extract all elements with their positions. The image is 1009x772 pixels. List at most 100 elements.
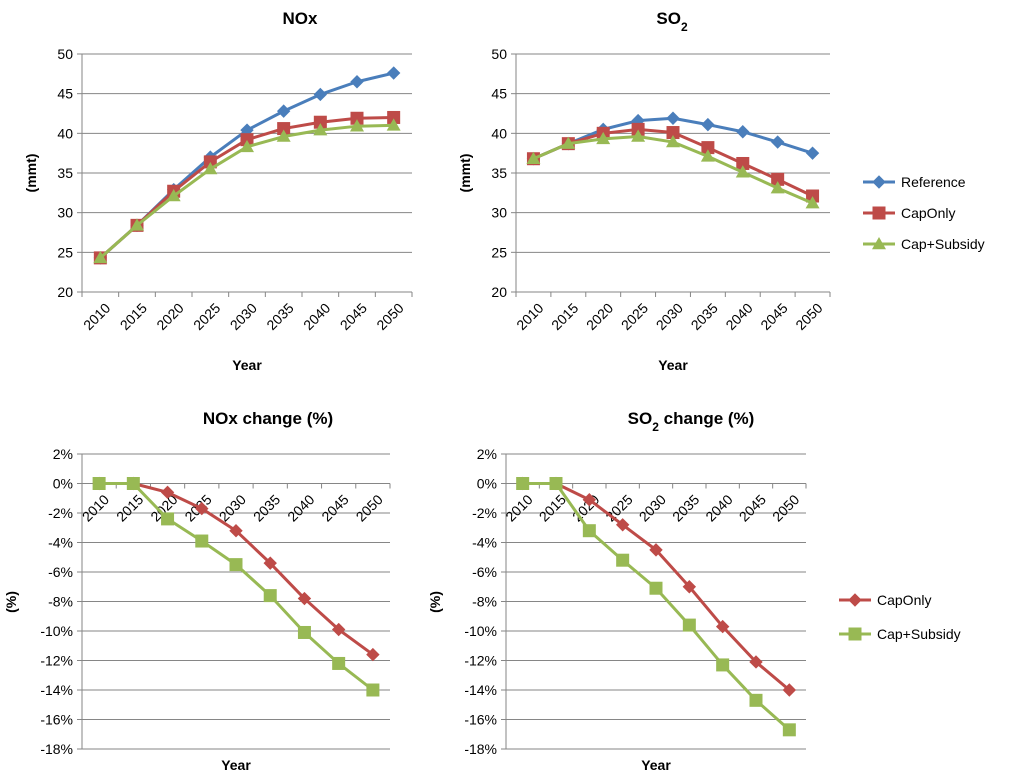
y-tick-label: -8% xyxy=(472,594,497,610)
data-point xyxy=(161,512,175,526)
legend: Reference CapOnly Cap+Subsidy xyxy=(863,174,985,252)
y-tick-label: 0% xyxy=(477,476,497,492)
y-tick-label: 40 xyxy=(57,125,73,141)
y-tick-label: 25 xyxy=(491,244,507,260)
data-point xyxy=(313,115,327,129)
data-point xyxy=(782,683,797,697)
data-point xyxy=(276,129,291,142)
data-point xyxy=(366,683,380,697)
x-tick-label: 2030 xyxy=(636,491,669,524)
y-tick-label: 20 xyxy=(491,284,507,300)
x-tick-label: 2035 xyxy=(669,491,702,524)
x-tick-label: 2015 xyxy=(113,491,146,524)
data-point xyxy=(682,580,697,594)
x-tick-label: 2045 xyxy=(337,300,370,333)
data-point xyxy=(240,133,254,147)
data-point xyxy=(749,693,763,707)
legend-marker xyxy=(848,627,862,641)
data-point xyxy=(203,155,217,169)
legend-marker xyxy=(872,237,886,250)
data-point xyxy=(649,543,663,557)
legend-label: Reference xyxy=(901,174,966,190)
data-point xyxy=(596,131,611,145)
x-tick-label: 2030 xyxy=(653,300,686,333)
data-point xyxy=(277,122,291,136)
data-point xyxy=(263,589,277,603)
y-tick-label: 45 xyxy=(491,86,507,102)
data-point xyxy=(615,518,630,532)
data-point xyxy=(240,139,254,153)
chart-title: NOx xyxy=(283,9,319,28)
data-point xyxy=(736,125,750,139)
data-point xyxy=(313,123,328,136)
x-tick-label: 2030 xyxy=(227,300,260,333)
data-point xyxy=(93,250,108,264)
chart-title: SO2 xyxy=(656,9,688,34)
x-tick-label: 2025 xyxy=(618,300,651,333)
data-point xyxy=(516,477,530,490)
data-point xyxy=(716,658,730,672)
data-point xyxy=(701,117,715,132)
data-point xyxy=(631,129,646,142)
x-tick-label: 2035 xyxy=(250,491,283,524)
y-tick-label: 50 xyxy=(491,46,507,62)
data-point xyxy=(805,196,820,209)
data-point xyxy=(297,625,311,639)
x-tick-label: 2020 xyxy=(583,300,616,333)
x-tick-label: 2020 xyxy=(153,300,186,333)
data-point xyxy=(160,485,175,500)
x-axis-title: Year xyxy=(641,757,671,772)
data-point xyxy=(561,136,576,149)
chart-title: SO2 change (%) xyxy=(628,409,755,434)
y-tick-label: -12% xyxy=(40,653,73,669)
y-tick-label: 20 xyxy=(57,284,73,300)
y-tick-label: 35 xyxy=(491,165,507,181)
data-point xyxy=(331,622,346,637)
y-tick-label: 2% xyxy=(53,446,73,462)
legend-marker xyxy=(848,593,862,607)
data-point xyxy=(805,146,820,160)
data-point xyxy=(92,477,106,490)
legend-marker xyxy=(872,175,886,189)
y-tick-label: -2% xyxy=(472,505,497,521)
data-point xyxy=(195,534,209,548)
series-line-reference xyxy=(99,71,395,260)
legend-label: Cap+Subsidy xyxy=(877,626,961,642)
data-point xyxy=(770,181,785,194)
x-tick-label: 2035 xyxy=(688,300,721,333)
data-point xyxy=(631,122,645,136)
x-tick-label: 2010 xyxy=(513,300,546,333)
x-tick-label: 2025 xyxy=(190,300,223,333)
y-tick-label: -18% xyxy=(40,741,73,757)
data-point xyxy=(682,618,696,632)
data-point xyxy=(350,75,364,89)
data-point xyxy=(350,111,364,125)
y-tick-label: -18% xyxy=(464,741,497,757)
data-point xyxy=(666,135,680,148)
x-tick-label: 2015 xyxy=(117,300,150,333)
data-point xyxy=(195,501,209,516)
data-point xyxy=(297,591,312,606)
data-point xyxy=(386,118,401,131)
y-tick-label: -8% xyxy=(48,594,73,610)
data-point xyxy=(229,558,243,572)
y-tick-label: -10% xyxy=(40,623,73,639)
x-tick-label: 2010 xyxy=(79,491,112,524)
x-tick-label: 2010 xyxy=(80,300,113,333)
x-tick-label: 2015 xyxy=(548,300,581,333)
y-tick-label: 2% xyxy=(477,446,497,462)
x-tick-label: 2045 xyxy=(757,300,790,333)
y-tick-label: 35 xyxy=(57,165,73,181)
data-point xyxy=(735,165,750,178)
y-tick-label: 45 xyxy=(57,86,73,102)
data-point xyxy=(203,162,218,175)
legend: CapOnly Cap+Subsidy xyxy=(839,592,961,642)
data-point xyxy=(701,141,715,155)
data-point xyxy=(616,553,630,567)
data-point xyxy=(166,189,181,202)
data-point xyxy=(387,110,401,124)
data-point xyxy=(700,149,715,162)
data-point xyxy=(666,111,680,125)
